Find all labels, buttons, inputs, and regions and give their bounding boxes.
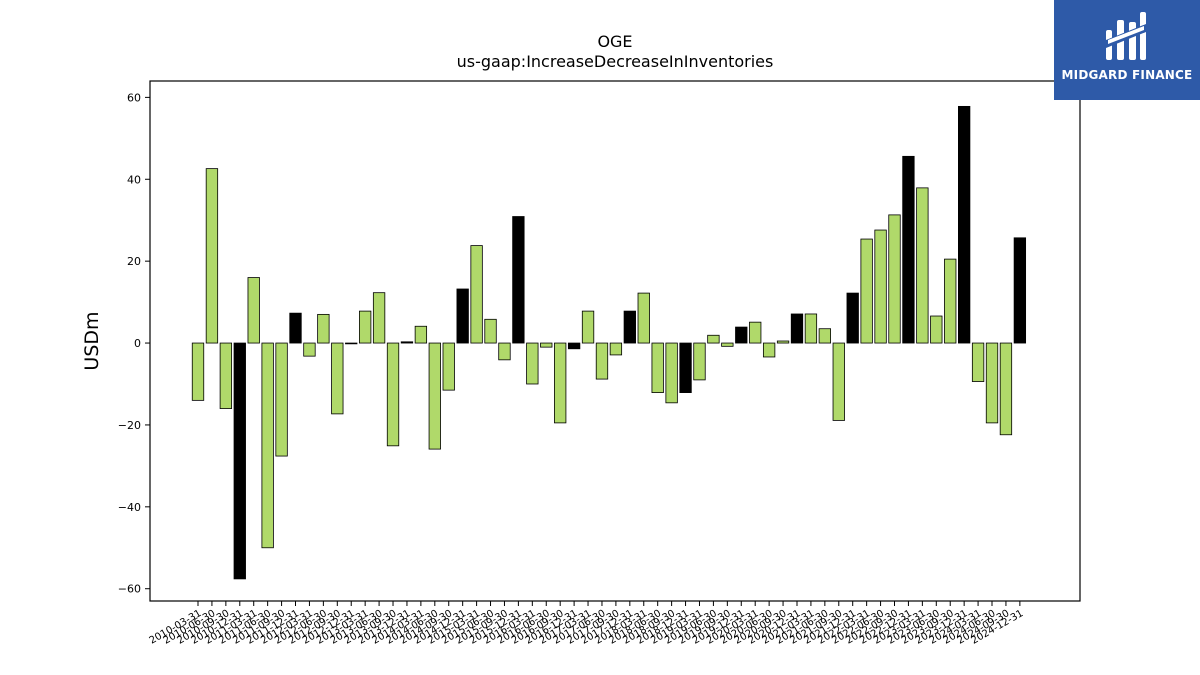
bar <box>456 288 469 344</box>
y-tick-label: 60 <box>127 91 141 104</box>
bar <box>442 342 455 391</box>
bar <box>665 342 678 404</box>
bar <box>693 342 706 381</box>
bar <box>567 342 581 350</box>
bar <box>247 277 260 344</box>
bar <box>944 258 957 344</box>
bar <box>191 342 205 401</box>
bar <box>916 187 929 344</box>
y-tick-label: 40 <box>127 173 141 186</box>
bar <box>651 342 664 393</box>
bar <box>540 342 553 348</box>
bar <box>400 341 414 344</box>
bar <box>261 342 274 549</box>
bar <box>999 342 1013 436</box>
bar <box>735 326 748 344</box>
bar <box>595 342 609 380</box>
bar <box>303 342 316 357</box>
bar <box>902 155 915 344</box>
bar <box>554 342 567 424</box>
bar <box>637 292 650 344</box>
midgard-logo-icon <box>1106 12 1146 60</box>
bar <box>832 342 845 421</box>
bar <box>804 313 818 344</box>
y-tick-label: 0 <box>134 337 141 350</box>
bar <box>846 292 859 344</box>
bar <box>233 342 246 580</box>
bar <box>289 312 302 344</box>
y-tick-label: −20 <box>118 419 141 432</box>
bar <box>512 216 525 344</box>
bar <box>985 342 999 424</box>
y-tick-label: −40 <box>118 501 141 514</box>
bar <box>484 318 497 344</box>
bar <box>359 310 372 344</box>
bar <box>317 313 330 344</box>
bar <box>749 321 762 344</box>
bar <box>874 229 887 344</box>
chart-subtitle: us-gaap:IncreaseDecreaseInInventories <box>456 52 774 71</box>
plot-frame <box>149 80 1081 602</box>
bar <box>958 105 971 344</box>
bar <box>818 328 831 344</box>
bar <box>762 342 776 358</box>
bar <box>971 342 985 382</box>
bar <box>888 214 901 344</box>
bar <box>860 238 873 344</box>
bar <box>219 342 233 409</box>
brand-logo: MIDGARD FINANCE <box>1054 0 1200 100</box>
logo-text: MIDGARD FINANCE <box>1061 68 1193 82</box>
bar <box>345 342 358 345</box>
bar <box>526 342 539 385</box>
bar <box>581 310 595 344</box>
bar <box>930 315 943 344</box>
bar <box>498 342 511 361</box>
bar <box>1013 237 1027 344</box>
bar <box>790 313 804 344</box>
y-tick-label: 20 <box>127 255 141 268</box>
bar <box>721 342 734 347</box>
bar <box>428 342 441 450</box>
bar <box>331 342 344 415</box>
bar <box>414 325 428 344</box>
bar <box>679 342 692 393</box>
y-axis-label: USDm <box>81 311 103 370</box>
bar <box>470 245 483 344</box>
chart-title: OGE <box>597 32 633 51</box>
bar <box>386 342 400 447</box>
y-tick-label: −60 <box>118 583 141 596</box>
bar <box>707 334 720 344</box>
bar <box>609 342 623 356</box>
bar <box>275 342 288 457</box>
bar <box>623 310 636 344</box>
bar <box>372 292 386 344</box>
bar <box>776 340 790 344</box>
bar <box>205 168 219 344</box>
